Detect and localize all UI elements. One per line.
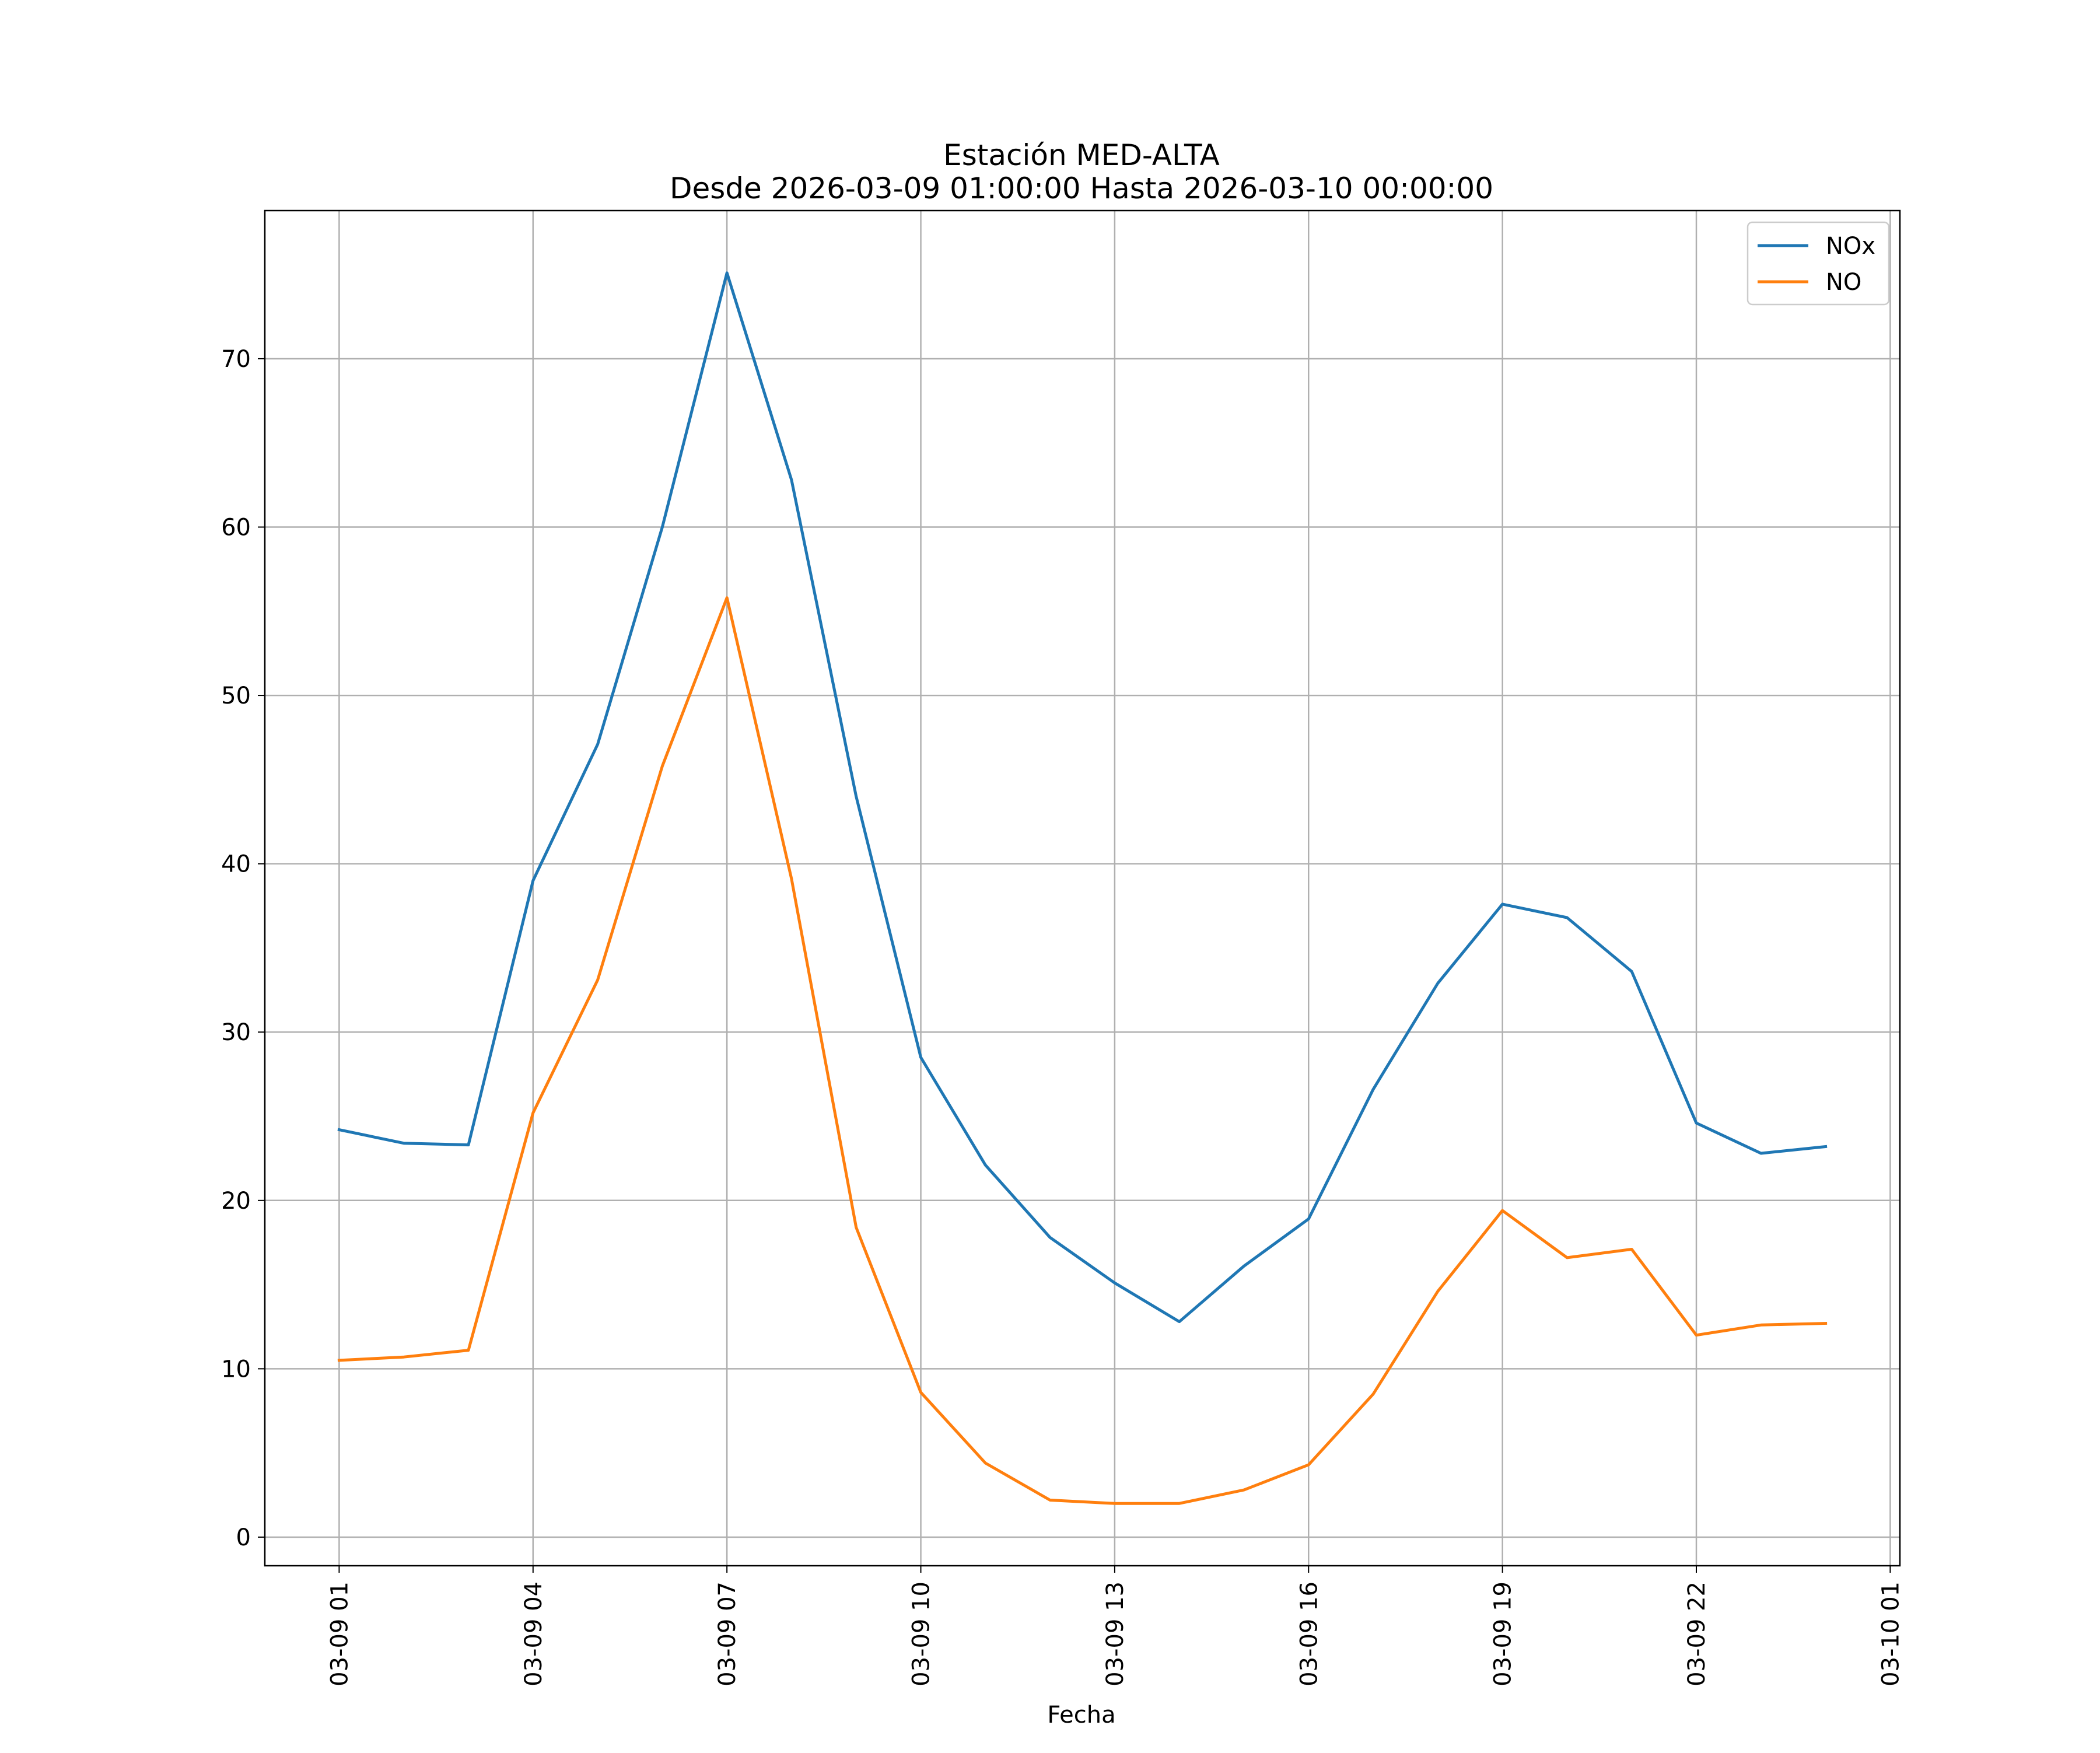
legend-label-no: NO: [1826, 269, 1861, 296]
x-axis-label: Fecha: [1047, 1702, 1115, 1728]
axis-ticks: 03-09 01 03-09 04 03-09 07 03-09 10 03-09 13…: [221, 346, 1904, 1686]
legend-label-nox: NOx: [1826, 233, 1875, 260]
x-tick-label: 03-09 22: [1684, 1581, 1710, 1686]
y-tick-label: 30: [221, 1019, 251, 1046]
series-line-no: [337, 596, 1828, 1505]
x-tick-label: 03-09 01: [326, 1581, 353, 1686]
legend-box: [1746, 221, 1890, 306]
chart-title: Estación MED-ALTA: [943, 138, 1220, 172]
x-tick-label: 03-09 07: [714, 1581, 741, 1686]
x-tick-label: 03-09 10: [908, 1581, 935, 1686]
y-tick-label: 20: [221, 1188, 251, 1215]
y-tick-label: 50: [221, 683, 251, 709]
x-tick-label: 03-10 01: [1877, 1581, 1904, 1686]
x-tick-label: 03-09 04: [520, 1581, 547, 1686]
x-tick-label: 03-09 13: [1102, 1581, 1129, 1686]
x-tick-label: 03-09 16: [1296, 1581, 1322, 1686]
legend: NOx NO: [1746, 221, 1890, 306]
series-line-nox: [337, 271, 1828, 1324]
chart-subtitle: Desde 2026-03-09 01:00:00 Hasta 2026-03-…: [670, 172, 1493, 205]
y-tick-label: 70: [221, 346, 251, 373]
y-tick-label: 40: [221, 851, 251, 878]
plot-area-frame: [264, 209, 1901, 1567]
y-tick-label: 10: [221, 1356, 251, 1383]
y-tick-label: 60: [221, 515, 251, 541]
series-lines: [337, 271, 1828, 1505]
y-tick-label: 0: [236, 1524, 251, 1551]
x-tick-label: 03-09 19: [1490, 1581, 1517, 1686]
grid-lines: [265, 211, 1900, 1566]
